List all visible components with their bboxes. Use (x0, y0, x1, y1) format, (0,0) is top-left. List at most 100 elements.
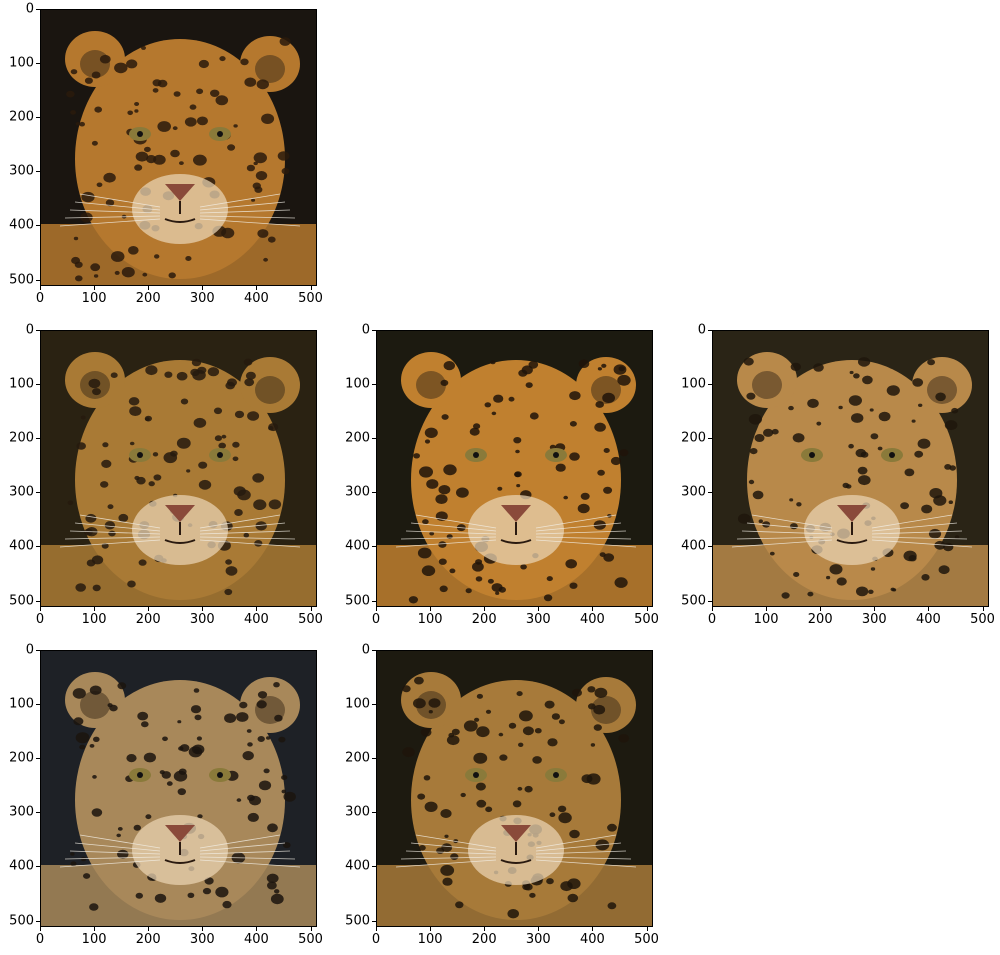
x-tick-label: 200 (135, 612, 161, 627)
x-tick-label: 500 (970, 612, 995, 627)
y-tick (36, 704, 40, 706)
x-tick (94, 607, 96, 611)
y-tick (372, 492, 376, 494)
x-tick-label: 200 (135, 932, 161, 947)
x-tick (592, 607, 594, 611)
y-tick-label: 0 (697, 322, 706, 338)
y-tick (372, 330, 376, 331)
x-tick (148, 607, 150, 611)
x-tick-label: 0 (35, 612, 45, 627)
x-tick-label: 0 (371, 932, 381, 947)
y-tick-label: 100 (9, 376, 34, 392)
x-tick (646, 927, 648, 931)
x-tick-label: 200 (807, 612, 833, 627)
x-tick-label: 300 (189, 932, 215, 947)
y-tick-label: 400 (9, 217, 34, 233)
y-tick-label: 500 (9, 593, 34, 608)
y-tick-label: 200 (345, 750, 370, 766)
panel-6: 0 100 200 300 400 500 0 100 200 300 400 500 (345, 644, 659, 947)
x-tick-label: 0 (707, 612, 717, 627)
y-tick-label: 500 (345, 913, 370, 928)
y-tick (372, 704, 376, 706)
x-tick (982, 607, 984, 611)
y-tick-label: 300 (9, 484, 34, 500)
y-tick-label: 300 (681, 484, 706, 500)
y-tick-label: 500 (9, 913, 34, 928)
x-tick-label: 400 (243, 612, 269, 627)
x-tick (202, 927, 204, 931)
y-tick (708, 330, 712, 331)
y-tick-label: 500 (9, 272, 34, 287)
y-tick (36, 812, 40, 814)
y-tick (372, 812, 376, 814)
x-tick (538, 607, 540, 611)
y-tick (708, 492, 712, 494)
x-tick-label: 100 (81, 612, 107, 627)
y-tick-label: 300 (9, 163, 34, 179)
y-tick (36, 920, 40, 922)
jaguar-face-image (712, 330, 989, 607)
x-tick (430, 927, 432, 931)
y-tick (36, 9, 40, 10)
y-tick-label: 400 (345, 538, 370, 554)
y-tick (36, 63, 40, 65)
y-tick (36, 330, 40, 331)
y-tick-label: 0 (25, 1, 34, 17)
x-tick-label: 0 (35, 932, 45, 947)
x-tick (376, 607, 377, 611)
x-tick-label: 200 (471, 932, 497, 947)
y-tick (36, 279, 40, 281)
y-tick (708, 438, 712, 440)
panel-3: 0 100 200 300 400 500 0 100 200 300 400 500 (345, 324, 659, 627)
x-tick (646, 607, 648, 611)
y-tick (36, 758, 40, 760)
x-tick (928, 607, 930, 611)
x-tick (712, 607, 713, 611)
y-tick-label: 300 (345, 484, 370, 500)
x-tick (874, 607, 876, 611)
y-tick-label: 400 (9, 538, 34, 554)
x-tick-label: 300 (525, 612, 551, 627)
x-tick-label: 100 (81, 291, 107, 306)
x-tick-label: 400 (243, 291, 269, 306)
x-tick (40, 286, 41, 290)
y-tick (372, 384, 376, 386)
y-tick-label: 100 (345, 696, 370, 712)
y-tick (36, 438, 40, 440)
x-tick (202, 286, 204, 290)
y-tick-label: 500 (681, 593, 706, 608)
x-tick (256, 286, 258, 290)
y-tick (36, 225, 40, 227)
x-tick (40, 607, 41, 611)
jaguar-face-image (376, 330, 653, 607)
x-tick (484, 927, 486, 931)
x-tick (256, 927, 258, 931)
y-tick (36, 492, 40, 494)
y-tick (36, 600, 40, 602)
y-tick-label: 100 (681, 376, 706, 392)
x-tick (592, 927, 594, 931)
x-tick (484, 607, 486, 611)
x-tick-label: 200 (471, 612, 497, 627)
x-tick (148, 927, 150, 931)
y-tick-label: 100 (9, 55, 34, 71)
x-tick-label: 200 (135, 291, 161, 306)
x-tick (376, 927, 377, 931)
y-tick (708, 546, 712, 548)
y-tick-label: 400 (345, 858, 370, 874)
x-tick (820, 607, 822, 611)
y-tick-label: 200 (9, 750, 34, 766)
x-tick-label: 400 (915, 612, 941, 627)
jaguar-face-image (40, 650, 317, 927)
x-tick-label: 500 (298, 932, 323, 947)
x-tick-label: 300 (189, 612, 215, 627)
jaguar-face-image (376, 650, 653, 927)
x-tick-label: 100 (81, 932, 107, 947)
x-tick-label: 300 (189, 291, 215, 306)
y-tick-label: 200 (9, 430, 34, 446)
y-tick-label: 100 (9, 696, 34, 712)
x-tick-label: 500 (634, 932, 659, 947)
x-tick (202, 607, 204, 611)
x-tick-label: 100 (417, 612, 443, 627)
x-tick-label: 100 (417, 932, 443, 947)
